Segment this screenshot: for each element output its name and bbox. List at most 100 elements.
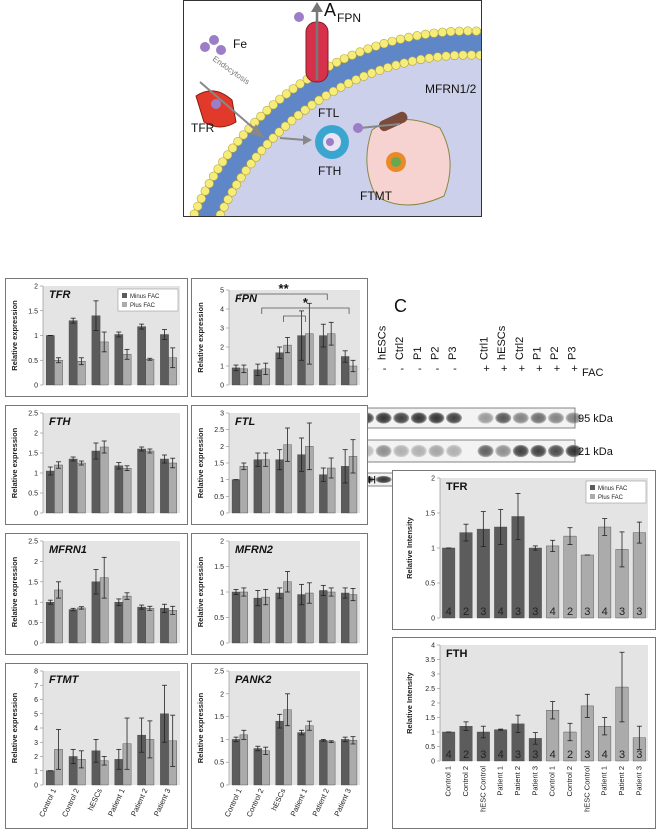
lipid-head <box>526 57 535 66</box>
lipid-head <box>497 28 506 37</box>
error-bar <box>515 714 521 733</box>
lipid-head <box>458 50 468 60</box>
diagram-label: FPN <box>337 11 361 25</box>
bar <box>239 591 248 644</box>
lipid-head <box>564 43 573 52</box>
lipid-head <box>580 49 589 58</box>
lipid-head <box>268 100 278 110</box>
y-tick-label: 3 <box>220 326 224 333</box>
lipid-head <box>433 52 443 62</box>
lipid-head <box>274 127 284 137</box>
error-bar <box>101 440 107 454</box>
lipid-head <box>556 41 565 50</box>
bar <box>341 592 350 644</box>
lipid-head <box>343 78 353 88</box>
error-bar <box>233 736 239 743</box>
y-axis-label: Relative expression <box>196 302 205 373</box>
lipid-head <box>351 75 361 85</box>
n-label: 3 <box>532 749 538 761</box>
error-bar <box>277 346 283 359</box>
error-bar <box>78 460 84 466</box>
n-label: 4 <box>498 749 504 761</box>
chart-title: FPN <box>235 293 258 305</box>
blot-band <box>477 444 494 458</box>
diagram-label: Fe <box>233 37 247 51</box>
lipid-head <box>222 150 233 160</box>
treatment-sign: - <box>418 363 422 375</box>
mfrn-arrow <box>359 123 401 129</box>
panel-letter: A <box>324 0 336 20</box>
lane-label: P2 <box>549 347 561 360</box>
x-tick-label: Control 2 <box>565 766 574 796</box>
error-bar <box>285 571 291 593</box>
y-tick-label: 3.5 <box>425 657 435 664</box>
lipid-head <box>387 36 397 46</box>
diagram-label: FTL <box>318 106 340 120</box>
bar <box>231 591 241 644</box>
lipid-head <box>424 53 434 63</box>
error-bar <box>550 701 556 720</box>
lipid-head <box>587 53 596 62</box>
bar <box>114 602 124 644</box>
plot-area <box>229 671 360 785</box>
lipid-head <box>523 32 532 41</box>
error-bar <box>116 462 122 470</box>
legend-box <box>585 480 647 504</box>
error-bar <box>93 569 99 595</box>
error-bar <box>277 587 283 599</box>
plot-area <box>43 671 180 785</box>
chart-title: FTL <box>235 416 255 428</box>
lipid-head <box>441 51 451 61</box>
lipid-head <box>288 84 298 94</box>
n-label: 2 <box>463 606 469 618</box>
plot-area <box>43 413 180 513</box>
error-bar <box>328 740 334 743</box>
bar <box>137 448 146 514</box>
x-tick-label: Patient 2 <box>513 766 522 796</box>
error-bar <box>285 693 291 727</box>
error-bar <box>255 363 261 376</box>
error-bar <box>47 599 53 605</box>
bar <box>91 450 101 514</box>
error-bar <box>463 523 469 542</box>
error-bar <box>285 337 291 354</box>
blot-band <box>393 444 410 458</box>
y-tick-label: 0 <box>220 511 224 518</box>
error-bar <box>263 452 269 467</box>
lipid-head <box>659 98 664 107</box>
legend-swatch <box>122 302 127 307</box>
y-tick-label: 1 <box>220 590 224 597</box>
blot-band <box>495 444 512 458</box>
error-bar <box>350 359 356 373</box>
legend-swatch <box>590 494 595 499</box>
y-tick-label: 2.5 <box>28 539 38 546</box>
lane-label: Ctrl2 <box>514 337 526 360</box>
error-bar <box>124 592 130 600</box>
bar <box>45 470 55 514</box>
error-bar <box>306 422 312 471</box>
y-tick-label: 4 <box>220 307 224 314</box>
error-bar <box>567 722 573 742</box>
chart-title: FTH <box>446 648 467 660</box>
error-bar <box>320 323 326 348</box>
lipid-head <box>429 28 439 38</box>
n-label: 2 <box>567 606 573 618</box>
chart-title: TFR <box>446 481 467 493</box>
lipid-head <box>257 145 267 156</box>
treatment-sign: + <box>519 363 525 375</box>
diagram-label: TFR <box>191 121 215 135</box>
treatment-label: FAC <box>582 367 603 379</box>
error-bar <box>70 748 76 765</box>
y-axis-label: Relative expression <box>10 556 19 627</box>
lipid-head <box>514 31 523 40</box>
lane-label: P3 <box>567 347 579 360</box>
mitochondrion <box>366 119 451 206</box>
bar <box>327 591 336 644</box>
error-bar <box>480 511 486 547</box>
lipid-head <box>359 71 369 81</box>
error-bar <box>463 721 469 731</box>
lipid-head <box>416 54 426 65</box>
error-bar <box>56 729 62 770</box>
bar <box>77 462 86 514</box>
